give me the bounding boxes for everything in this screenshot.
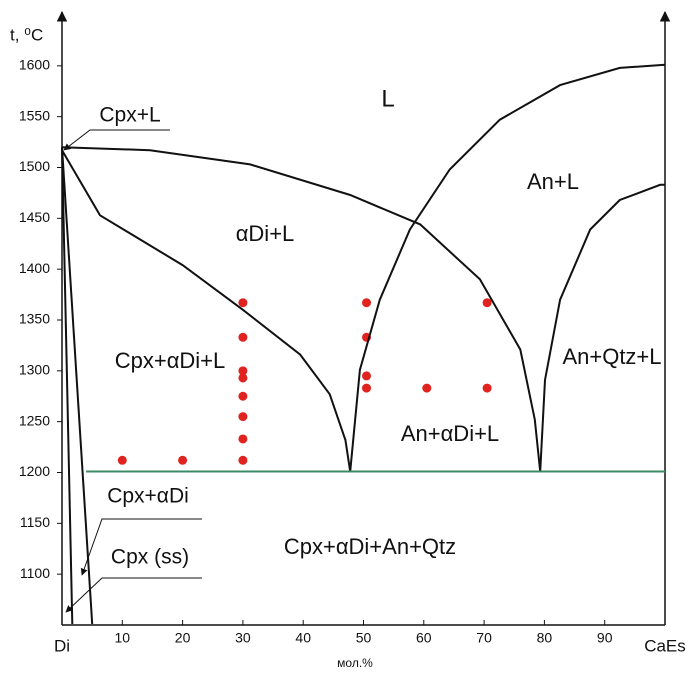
phase-boundary [61,147,74,625]
data-point [238,373,248,383]
phase-boundary [349,63,666,472]
region-label: An+Qtz+L [562,344,661,369]
x-tick-label: 80 [537,630,553,646]
leader-line [63,129,170,151]
x-tick-label: 20 [175,630,191,646]
leader-line [65,577,202,613]
x-tick-label: 10 [115,630,131,646]
data-point [482,383,492,393]
phase-boundary [61,149,352,472]
region-label: L [381,85,394,112]
y-tick-label: 1600 [19,57,50,73]
phase-boundary [61,147,94,625]
data-point [178,455,188,465]
y-tick-label: 1250 [19,412,50,428]
y-tick-label: 1400 [19,260,50,276]
x-tick-label: 50 [356,630,372,646]
data-point [362,383,372,393]
data-point [238,391,248,401]
y-tick-label: 1500 [19,158,50,174]
x-tick-label: 30 [235,630,251,646]
y-tick-label: 1450 [19,209,50,225]
region-label: Cpx+αDi+An+Qtz [284,534,456,559]
region-label: Cpx+L [99,104,160,127]
region-label: An+L [527,169,579,194]
x-tick-label: 40 [295,630,311,646]
phase-boundary [61,146,542,472]
region-label: Cpx (ss) [111,546,189,569]
y-tick-label: 1350 [19,311,50,327]
region-label: Cpx+αDi+L [115,348,226,373]
data-point [362,298,372,308]
y-tick-label: 1550 [19,107,50,123]
data-point [238,434,248,444]
x-tick-label: 90 [597,630,613,646]
data-point [482,298,492,308]
x-tick-label: CaEs [644,636,686,655]
y-axis-label: t, ⁰C [10,25,43,44]
data-point [117,455,127,465]
data-point [362,371,372,381]
region-label: Cpx+αDi [107,485,189,508]
y-tick-label: 1150 [20,514,50,530]
data-point [238,366,248,376]
x-axis-label: мол.% [337,656,373,670]
region-label: αDi+L [236,221,295,246]
x-tick-label: Di [54,636,70,655]
y-tick-label: 1100 [20,565,50,581]
data-point [238,298,248,308]
x-tick-label: 70 [476,630,492,646]
y-tick-label: 1300 [19,362,50,378]
x-tick-label: 60 [416,630,432,646]
data-point [238,332,248,342]
data-point [422,383,432,393]
data-point [238,412,248,422]
data-point [238,455,248,465]
region-label: An+αDi+L [401,421,499,446]
phase-boundary [539,183,665,472]
y-tick-label: 1200 [19,463,50,479]
